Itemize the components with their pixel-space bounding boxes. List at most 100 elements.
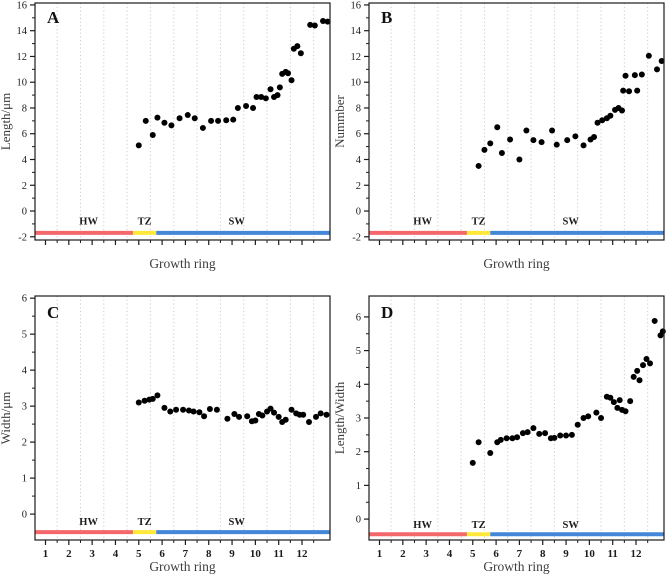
data-point [619, 107, 626, 114]
data-point [475, 162, 482, 169]
data-point [258, 94, 265, 101]
data-point [591, 133, 598, 140]
data-point [224, 415, 231, 422]
data-point [176, 115, 183, 122]
data-point [300, 411, 307, 418]
data-point [572, 133, 579, 140]
y-axis-label: Length/Width [334, 381, 347, 454]
data-point [487, 140, 494, 147]
y-axis-ticks: 0 1 2 3 4 5 6 [356, 312, 369, 526]
data-point [244, 413, 251, 420]
panel-b: HW TZ SW -2 0 2 4 6 8 10 12 14 16 Nummber Growth ring B [334, 0, 668, 288]
x-tick-label: 12 [631, 548, 643, 560]
x-tick-label: 12 [297, 548, 309, 560]
data-point [236, 413, 243, 420]
x-tick-label: 6 [493, 548, 499, 560]
y-tick-label: 4 [22, 155, 28, 166]
data-point [190, 408, 197, 415]
data-point [168, 122, 175, 129]
data-point [201, 413, 208, 420]
data-point [636, 377, 643, 384]
data-points [475, 52, 665, 169]
data-point [231, 411, 238, 418]
data-point [250, 104, 257, 111]
data-point [634, 87, 641, 94]
y-tick-label: -2 [18, 232, 27, 243]
y-tick-label: 6 [22, 129, 27, 140]
zone-label-tz: TZ [472, 520, 486, 531]
x-tick-label: 9 [563, 548, 569, 560]
data-point [593, 409, 600, 416]
data-point [288, 406, 295, 413]
data-point [631, 72, 638, 79]
zone-label-hw: HW [413, 217, 432, 228]
data-point [563, 432, 570, 439]
x-tick-label: 10 [250, 548, 262, 560]
data-point [616, 397, 623, 404]
y-tick-label: 0 [22, 510, 27, 521]
x-tick-label: 4 [113, 548, 119, 560]
data-point [607, 394, 614, 401]
y-tick-label: 12 [17, 52, 28, 63]
data-point [267, 86, 274, 93]
panel-letter: A [47, 8, 60, 27]
data-point [498, 150, 505, 157]
y-tick-label: 16 [17, 0, 28, 11]
x-tick-label: 8 [540, 548, 546, 560]
data-point [154, 392, 161, 399]
data-point [252, 417, 259, 424]
zone-bars: HW TZ SW [369, 520, 664, 537]
y-tick-label: 8 [356, 103, 361, 114]
data-point [469, 459, 476, 466]
panel-letter: B [381, 8, 392, 27]
plot-frame [368, 2, 665, 241]
y-tick-label: 14 [351, 26, 362, 37]
data-point [274, 92, 281, 99]
x-tick-label: 9 [229, 548, 235, 560]
y-axis-ticks: -2 0 2 4 6 8 10 12 14 16 [351, 0, 369, 243]
data-point [640, 362, 647, 369]
y-tick-label: 0 [356, 207, 361, 218]
data-point [620, 87, 627, 94]
data-point [267, 405, 274, 412]
x-tick-label: 5 [470, 548, 476, 560]
data-point [313, 413, 320, 420]
y-tick-label: 1 [22, 474, 27, 485]
data-point [297, 50, 304, 57]
data-point [276, 84, 283, 91]
data-point [580, 142, 587, 149]
data-point [598, 415, 605, 421]
data-point [285, 70, 292, 77]
data-point [142, 117, 149, 124]
data-point [659, 328, 666, 335]
gridlines [390, 3, 649, 240]
data-point [262, 95, 269, 102]
data-point [243, 103, 250, 110]
y-tick-label: 12 [351, 52, 362, 63]
x-axis-ticks: 1 2 3 4 5 6 7 8 9 10 11 12 [43, 540, 315, 560]
data-point [185, 407, 192, 414]
data-point [564, 137, 571, 144]
x-axis-label: Growth ring [483, 559, 550, 574]
data-point [323, 411, 330, 418]
plot-frame [34, 295, 331, 541]
zone-label-hw: HW [413, 520, 432, 531]
data-point [514, 434, 521, 441]
x-axis-ticks: 1 2 3 4 5 6 7 8 9 10 11 12 [377, 540, 649, 560]
data-point [191, 115, 198, 122]
data-point [253, 94, 260, 101]
x-axis-ticks [44, 240, 315, 245]
data-point [607, 112, 614, 119]
zone-label-hw: HW [79, 517, 98, 528]
data-point [206, 406, 213, 413]
data-point [307, 21, 314, 28]
x-tick-label: 6 [159, 548, 165, 560]
zone-label-tz: TZ [138, 517, 152, 528]
zone-label-sw: SW [563, 520, 580, 531]
data-point [536, 430, 543, 437]
panel-c-chart: HW TZ SW1 2 3 4 5 6 7 8 9 10 11 120123456Width/μmGrow… [0, 294, 331, 574]
zone-label-sw: SW [229, 217, 246, 228]
data-point [574, 421, 581, 428]
data-point [481, 146, 488, 153]
